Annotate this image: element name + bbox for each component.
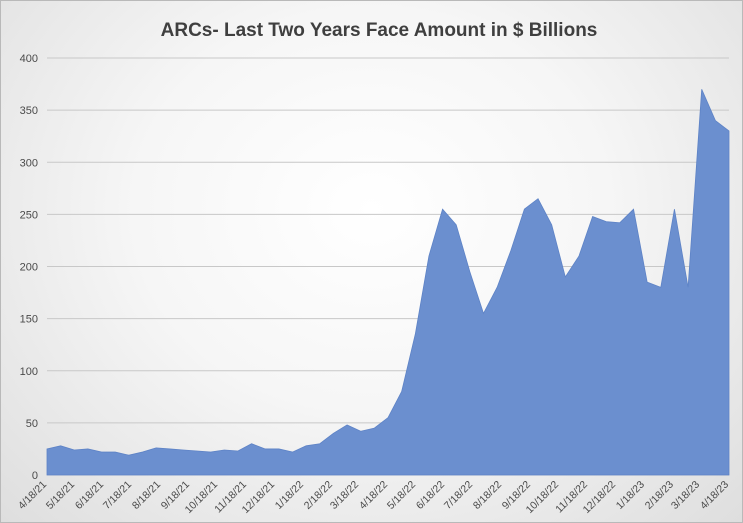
x-axis-ticks: 4/18/215/18/216/18/217/18/218/18/219/18/…: [16, 479, 731, 517]
y-axis-ticks: 0 50 100 150 200 250 300 350 400: [20, 53, 38, 482]
x-tick-label: 4/18/21: [16, 479, 49, 512]
x-tick-label: 5/18/22: [385, 479, 418, 512]
x-tick-label: 6/18/21: [73, 479, 106, 512]
x-tick-label: 4/18/23: [698, 479, 731, 512]
area-series-path: [46, 89, 730, 476]
y-tick-label: 300: [20, 157, 38, 169]
x-tick-label: 1/18/22: [273, 479, 306, 512]
x-tick-label: 3/18/22: [328, 479, 361, 512]
area-series: [46, 89, 730, 476]
x-tick-label: 6/18/22: [414, 479, 447, 512]
y-tick-label: 350: [20, 105, 38, 117]
y-tick-label: 0: [32, 470, 38, 482]
x-tick-label: 3/18/23: [669, 479, 702, 512]
gridlines: [47, 57, 729, 476]
y-tick-label: 150: [20, 314, 38, 326]
x-tick-label: 4/18/22: [357, 479, 390, 512]
x-tick-label: 8/18/21: [130, 479, 163, 512]
y-tick-label: 250: [20, 209, 38, 221]
x-tick-label: 7/18/22: [442, 479, 475, 512]
y-tick-label: 200: [20, 262, 38, 274]
x-tick-label: 5/18/21: [44, 479, 77, 512]
y-tick-label: 400: [20, 53, 38, 65]
x-tick-label: 1/18/23: [614, 479, 647, 512]
y-tick-label: 100: [20, 366, 38, 378]
chart-title: ARCs- Last Two Years Face Amount in $ Bi…: [161, 20, 598, 41]
x-tick-label: 7/18/21: [101, 479, 134, 512]
y-tick-label: 50: [26, 418, 38, 430]
x-tick-label: 8/18/22: [471, 479, 504, 512]
